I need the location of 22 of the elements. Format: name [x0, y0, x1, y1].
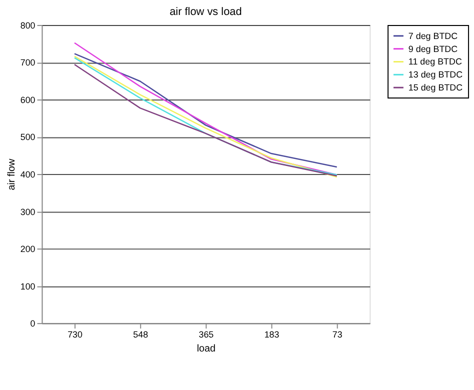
chart-title: air flow vs load: [170, 6, 242, 18]
legend-label: 15 deg BTDC: [408, 82, 464, 93]
y-tick-label: 400: [20, 170, 36, 180]
y-tick-label: 800: [20, 20, 36, 30]
y-tick-label: 600: [20, 94, 36, 105]
x-tick-label: 548: [133, 330, 148, 340]
y-tick-label: 300: [20, 206, 36, 217]
x-tick-label: 183: [264, 330, 280, 340]
y-tick-label: 200: [20, 244, 36, 254]
y-axis-title: air flow: [6, 158, 18, 190]
y-tick-label: 0: [30, 318, 36, 329]
y-tick-label: 700: [20, 58, 36, 68]
x-tick-label: 730: [68, 330, 83, 340]
y-tick-label: 500: [20, 132, 36, 142]
x-tick-label: 365: [198, 330, 214, 340]
legend-label: 11 deg BTDC: [408, 56, 462, 67]
legend-label: 7 deg BTDC: [408, 30, 458, 41]
x-axis-title: load: [196, 343, 216, 354]
x-tick-label: 73: [332, 330, 342, 340]
legend-label: 13 deg BTDC: [408, 70, 464, 80]
legend-label: 9 deg BTDC: [408, 44, 458, 54]
y-tick-label: 100: [20, 281, 36, 292]
